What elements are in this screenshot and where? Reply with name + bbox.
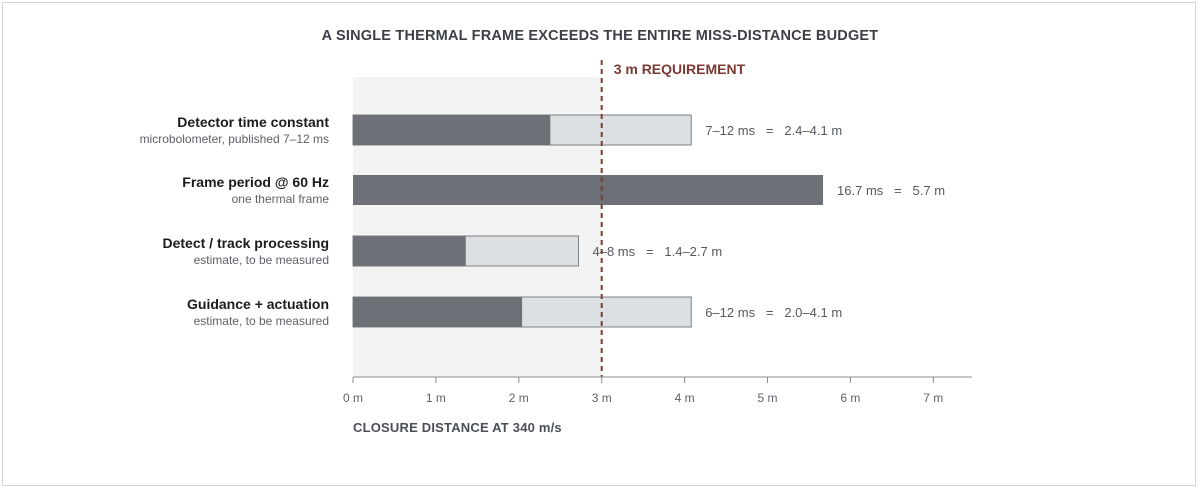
bar-low-0	[353, 115, 551, 145]
value-label-3: 6–12 ms = 2.0–4.1 m	[705, 305, 842, 320]
category-labels: Detector time constant microbolometer, pu…	[140, 114, 330, 328]
x-tick-label-4: 4 m	[675, 391, 695, 405]
requirement-label: 3 m REQUIREMENT	[614, 61, 746, 77]
category-sublabel-0: microbolometer, published 7–12 ms	[140, 132, 329, 146]
x-tick-label-3: 3 m	[592, 391, 612, 405]
x-tick-label-2: 2 m	[509, 391, 529, 405]
chart-title: A SINGLE THERMAL FRAME EXCEEDS THE ENTIR…	[322, 28, 879, 44]
bar-low-3	[353, 297, 523, 327]
category-label-1: Frame period @ 60 Hz	[182, 174, 329, 190]
bar-low-2	[353, 236, 466, 266]
x-tick-label-7: 7 m	[923, 391, 943, 405]
category-label-2: Detect / track processing	[162, 235, 329, 251]
category-label-3: Guidance + actuation	[187, 296, 329, 312]
category-sublabel-3: estimate, to be measured	[194, 314, 329, 328]
bars-group	[352, 114, 824, 328]
x-tick-label-5: 5 m	[757, 391, 777, 405]
x-tick-label-6: 6 m	[840, 391, 860, 405]
x-tick-label-1: 1 m	[426, 391, 446, 405]
category-label-0: Detector time constant	[177, 114, 329, 130]
value-label-1: 16.7 ms = 5.7 m	[837, 183, 945, 198]
x-axis-label: CLOSURE DISTANCE AT 340 m/s	[353, 420, 562, 435]
category-sublabel-1: one thermal frame	[232, 192, 330, 206]
x-tick-label-0: 0 m	[343, 391, 363, 405]
category-sublabel-2: estimate, to be measured	[194, 253, 329, 267]
bar-low-1	[353, 175, 824, 205]
value-label-0: 7–12 ms = 2.4–4.1 m	[705, 123, 842, 138]
value-label-2: 4–8 ms = 1.4–2.7 m	[592, 244, 722, 259]
value-annotations: 7–12 ms = 2.4–4.1 m 16.7 ms = 5.7 m 4–8 ms…	[592, 123, 945, 320]
x-axis: 0 m 1 m 2 m 3 m 4 m 5 m 6 m 7 m	[343, 376, 972, 405]
